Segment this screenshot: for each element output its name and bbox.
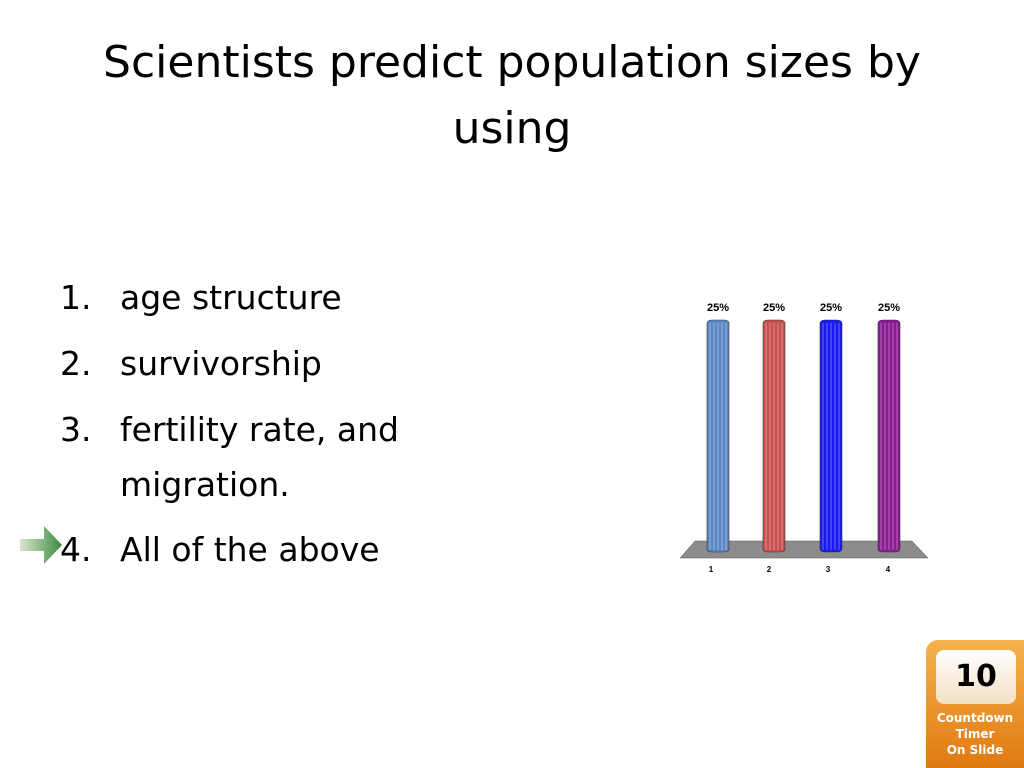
chart: 25% 1 25% 2 25% 3 25% 4 (679, 302, 929, 574)
x-tick-label: 2 (767, 565, 772, 574)
timer-value: 10 (936, 650, 1016, 704)
timer-label-line: On Slide (946, 743, 1004, 757)
bar (762, 319, 786, 553)
option-number: 2. (60, 344, 92, 383)
timer-label-line: Countdown (936, 711, 1014, 725)
value-label: 25% (820, 302, 842, 314)
timer-label: Countdown Timer On Slide (926, 710, 1024, 758)
option-number: 1. (60, 278, 92, 317)
option: 4. All of the above (60, 522, 480, 577)
x-tick-label: 4 (886, 565, 891, 574)
countdown-timer: 10 Countdown Timer On Slide (926, 640, 1024, 768)
value-label: 25% (878, 302, 900, 314)
value-label: 25% (763, 302, 785, 314)
bar (819, 319, 843, 553)
correct-arrow (20, 526, 62, 564)
option: 3. fertility rate, and migration. (60, 402, 480, 512)
option-text: age structure (120, 278, 342, 317)
x-tick-label: 3 (826, 565, 831, 574)
bar (877, 319, 901, 553)
option-number: 3. (60, 410, 92, 449)
bar (706, 319, 730, 553)
slide-title: Scientists predict population sizes by u… (103, 37, 921, 154)
option: 1. age structure (60, 270, 480, 325)
chart-floor (679, 540, 929, 559)
option-text: All of the above (120, 530, 380, 569)
option-number: 4. (60, 530, 92, 569)
option-text: fertility rate, and migration. (120, 410, 399, 504)
timer-label-line: Timer (955, 727, 995, 741)
option-text: survivorship (120, 344, 322, 383)
x-tick-label: 1 (709, 565, 714, 574)
value-label: 25% (707, 302, 729, 314)
option: 2. survivorship (60, 336, 480, 391)
